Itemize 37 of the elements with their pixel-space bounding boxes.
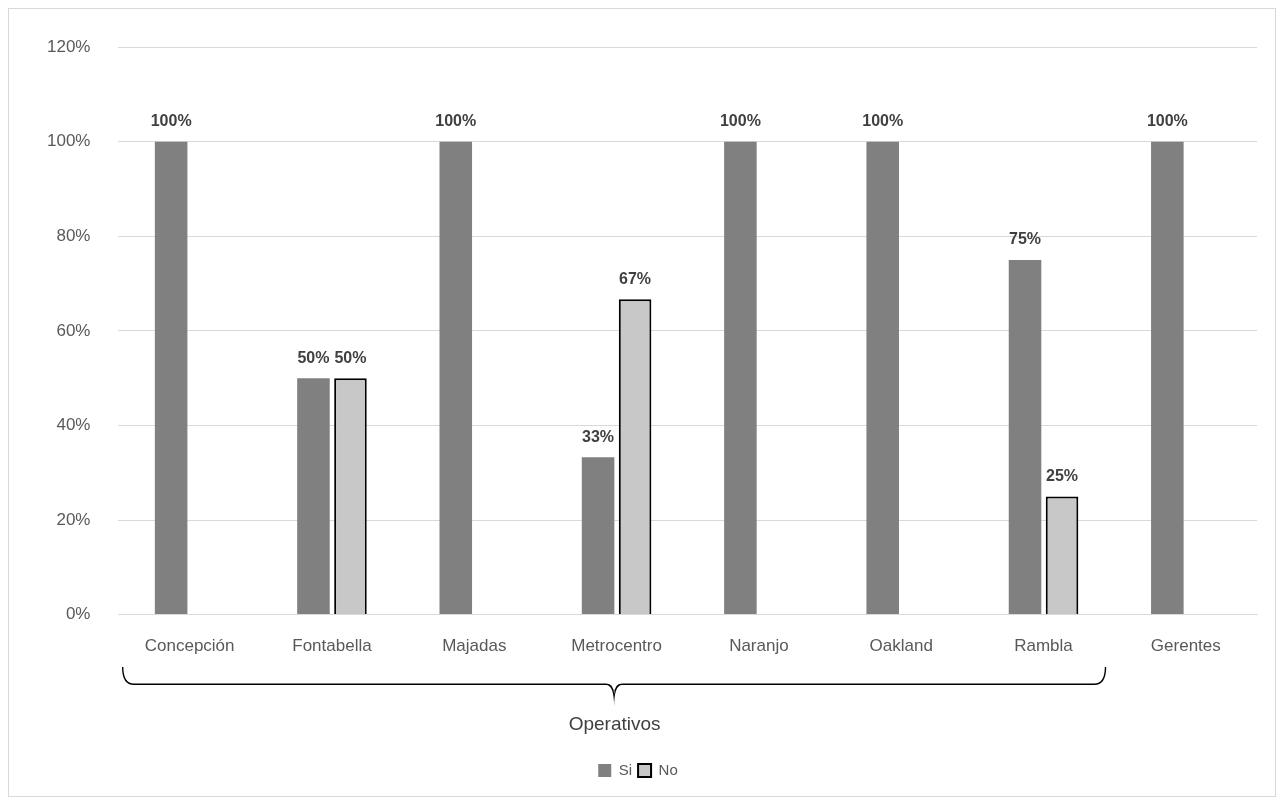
data-label: 100% bbox=[150, 112, 192, 130]
x-tick-label: Oakland bbox=[869, 636, 933, 656]
data-label: 25% bbox=[1046, 466, 1079, 484]
y-tick-label: 100% bbox=[47, 131, 91, 151]
data-label: 100% bbox=[719, 112, 761, 130]
bar bbox=[1151, 141, 1184, 615]
bar bbox=[581, 457, 615, 615]
x-tick-label: Gerentes bbox=[1150, 636, 1221, 656]
y-tick-label: 120% bbox=[47, 36, 91, 56]
y-tick-label: 40% bbox=[56, 415, 91, 435]
x-tick-label: Majadas bbox=[442, 636, 507, 656]
y-tick-label: 60% bbox=[56, 320, 91, 340]
text: Operativos bbox=[567, 712, 662, 735]
y-tick-label: 80% bbox=[56, 226, 91, 246]
legend-label: No bbox=[658, 760, 678, 778]
bar bbox=[724, 141, 757, 615]
data-label: 100% bbox=[435, 112, 477, 130]
x-tick-label: Metrocentro bbox=[571, 636, 662, 656]
bar bbox=[439, 141, 473, 615]
x-tick-label: Naranjo bbox=[729, 636, 789, 656]
data-label: 75% bbox=[1009, 230, 1042, 248]
data-label: 50% bbox=[297, 348, 330, 366]
bar bbox=[866, 141, 899, 615]
data-label: 67% bbox=[619, 269, 652, 287]
data-label: 50% bbox=[334, 348, 367, 366]
data-label: 33% bbox=[582, 427, 615, 445]
data-label: 100% bbox=[1146, 112, 1188, 130]
x-tick-label: Rambla bbox=[1014, 636, 1074, 656]
x-tick-label: Fontabella bbox=[292, 636, 373, 656]
data-label: 100% bbox=[862, 112, 904, 130]
y-tick-label: 20% bbox=[56, 509, 91, 529]
x-tick-label: Concepción bbox=[144, 636, 235, 656]
y-tick-label: 0% bbox=[65, 604, 91, 624]
bar bbox=[297, 378, 330, 615]
bar bbox=[1008, 259, 1042, 615]
bar bbox=[154, 141, 188, 615]
legend-label: Si bbox=[618, 760, 633, 778]
